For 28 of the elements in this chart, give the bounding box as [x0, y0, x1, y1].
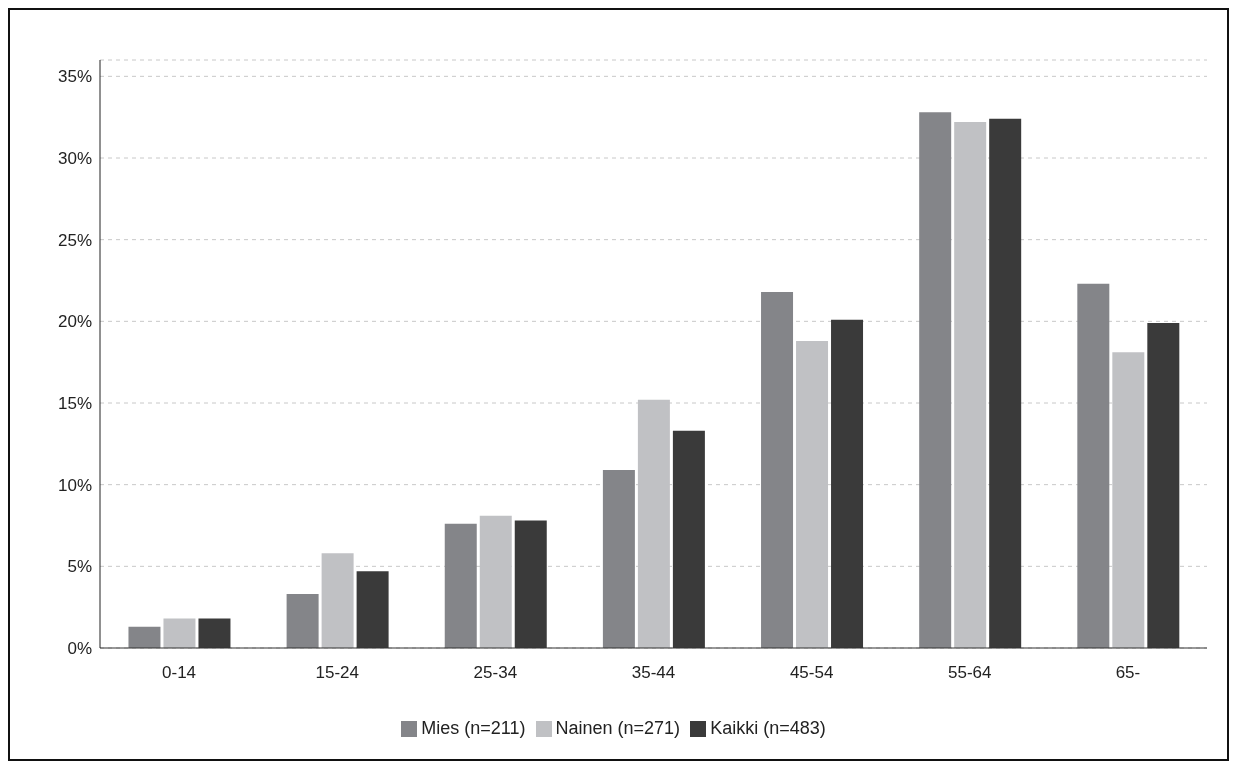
x-tick-label: 65-: [1115, 663, 1141, 683]
bar: [286, 594, 319, 648]
x-tick-label: 55-64: [948, 663, 992, 683]
y-tick-label: 5%: [67, 557, 92, 577]
y-tick-label: 25%: [57, 230, 92, 250]
bar: [602, 469, 635, 648]
x-tick-label: 25-34: [473, 663, 518, 683]
bar: [1077, 283, 1110, 648]
bar: [444, 523, 477, 648]
legend-label: Kaikki (n=483): [710, 718, 826, 738]
bar: [128, 626, 161, 648]
y-tick-label: 30%: [57, 149, 92, 169]
bar: [761, 291, 794, 648]
x-tick-label: 15-24: [315, 663, 359, 683]
x-tick-label: 0-14: [162, 663, 197, 683]
bar: [321, 553, 354, 648]
y-tick-label: 35%: [57, 67, 92, 87]
bar: [163, 618, 196, 648]
bar: [954, 122, 987, 648]
y-tick-label: 20%: [57, 312, 92, 332]
bar: [919, 112, 952, 648]
y-tick-label: 0%: [67, 639, 92, 659]
y-tick-label: 10%: [57, 475, 92, 495]
y-tick-label: 15%: [57, 394, 92, 414]
x-tick-label: 45-54: [789, 663, 834, 683]
x-tick-label: 35-44: [631, 663, 676, 683]
legend-label: Nainen (n=271): [555, 718, 681, 738]
legend-label: Mies (n=211): [421, 718, 526, 738]
